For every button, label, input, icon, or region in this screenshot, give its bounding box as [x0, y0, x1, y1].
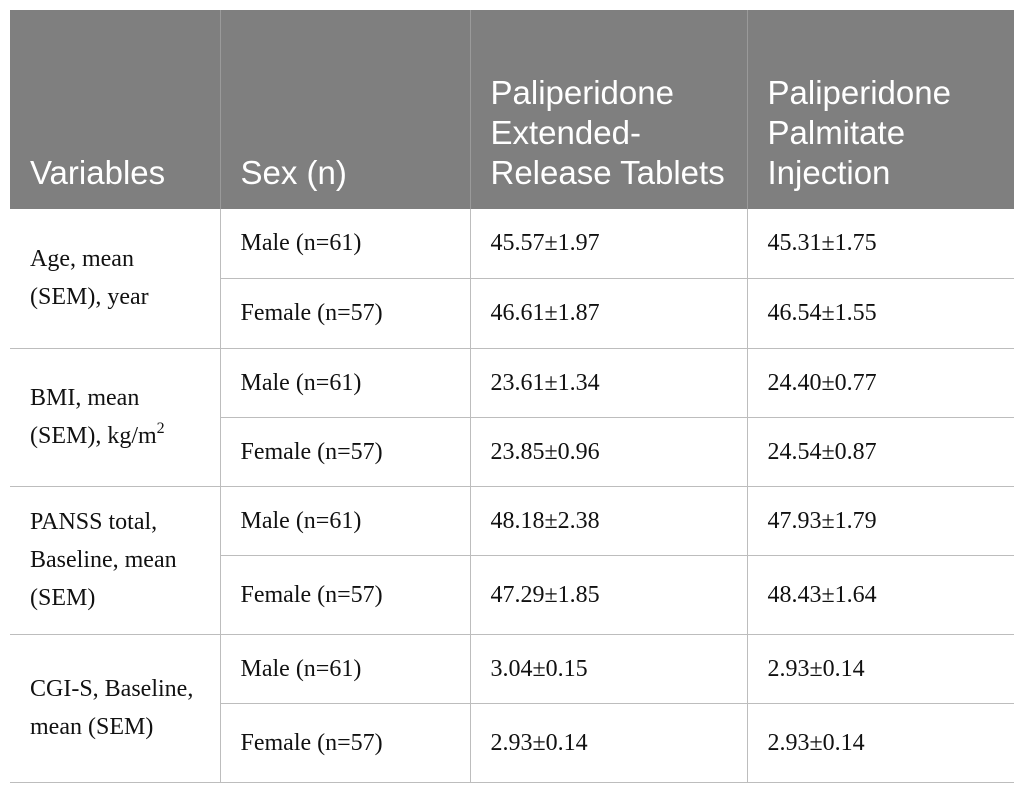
table-row: Female (n=57) 47.29±1.85 48.43±1.64 [10, 555, 1014, 635]
pp-value-cell: 46.54±1.55 [747, 278, 1014, 349]
header-row: Variables Sex (n) Paliperidone Extended-… [10, 10, 1014, 209]
er-value-cell: 3.04±0.15 [470, 634, 748, 704]
header-sex: Sex (n) [220, 10, 471, 209]
sex-cell: Female (n=57) [220, 703, 471, 784]
table-row: Female (n=57) 46.61±1.87 46.54±1.55 [10, 278, 1014, 349]
table-row: Female (n=57) 23.85±0.96 24.54±0.87 [10, 417, 1014, 487]
sex-cell: Male (n=61) [220, 486, 471, 556]
sex-cell: Male (n=61) [220, 348, 471, 418]
sex-cell: Female (n=57) [220, 417, 471, 487]
header-palmitate-injection: Paliperidone Palmitate Injection [747, 10, 1014, 209]
er-value-cell: 48.18±2.38 [470, 486, 748, 556]
variable-cell: PANSS total, Baseline, mean (SEM) [10, 486, 221, 635]
variable-text: BMI, mean (SEM), kg/m [30, 385, 157, 450]
pp-value-cell: 48.43±1.64 [747, 555, 1014, 635]
er-value-cell: 23.61±1.34 [470, 348, 748, 418]
er-value-cell: 47.29±1.85 [470, 555, 748, 635]
pp-value-cell: 24.40±0.77 [747, 348, 1014, 418]
data-table: Variables Sex (n) Paliperidone Extended-… [10, 10, 1014, 784]
sex-cell: Male (n=61) [220, 634, 471, 704]
variable-cell: BMI, mean (SEM), kg/m2 [10, 348, 221, 487]
er-value-cell: 45.57±1.97 [470, 209, 748, 279]
table-row: Age, mean (SEM), year Male (n=61) 45.57±… [10, 209, 1014, 349]
header-extended-release: Paliperidone Extended-Release Tablets [470, 10, 748, 209]
pp-value-cell: 24.54±0.87 [747, 417, 1014, 487]
variable-cell: CGI-S, Baseline, mean (SEM) [10, 634, 221, 784]
table-row: CGI-S, Baseline, mean (SEM) Male (n=61) … [10, 634, 1014, 784]
pp-value-cell: 45.31±1.75 [747, 209, 1014, 279]
pp-value-cell: 2.93±0.14 [747, 634, 1014, 704]
sex-cell: Female (n=57) [220, 278, 471, 349]
variable-cell: Age, mean (SEM), year [10, 209, 221, 349]
pp-value-cell: 2.93±0.14 [747, 703, 1014, 784]
table-row: PANSS total, Baseline, mean (SEM) Male (… [10, 486, 1014, 635]
superscript: 2 [156, 420, 165, 438]
er-value-cell: 2.93±0.14 [470, 703, 748, 784]
sex-cell: Female (n=57) [220, 555, 471, 635]
table-row: Female (n=57) 2.93±0.14 2.93±0.14 [10, 703, 1014, 784]
er-value-cell: 23.85±0.96 [470, 417, 748, 487]
header-variables: Variables [10, 10, 221, 209]
er-value-cell: 46.61±1.87 [470, 278, 748, 349]
pp-value-cell: 47.93±1.79 [747, 486, 1014, 556]
table-row: BMI, mean (SEM), kg/m2 Male (n=61) 23.61… [10, 348, 1014, 487]
sex-cell: Male (n=61) [220, 209, 471, 279]
